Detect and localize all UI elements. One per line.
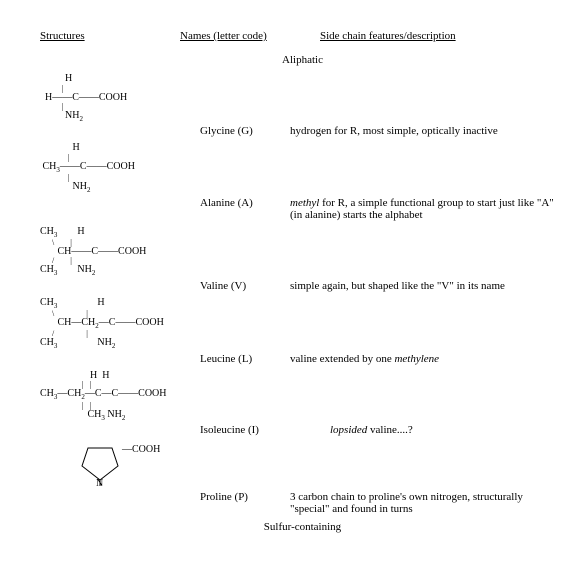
header-names: Names (letter code): [180, 30, 320, 42]
structure-isoleucine: H H | | CH3—CH2—C—C——COOH | | CH3 NH2: [40, 371, 565, 422]
desc-leucine-em: methylene: [394, 353, 439, 365]
column-headers: Structures Names (letter code) Side chai…: [40, 30, 565, 42]
name-leucine: Leucine (L): [200, 353, 290, 365]
desc-leucine-pre: valine extended by one: [290, 353, 394, 365]
name-proline: Proline (P): [200, 491, 290, 515]
entry-leucine: CH3 H \ | CH—CH2—C——COOH / | CH3 NH2 Leu…: [40, 298, 565, 365]
structure-glycine: H | H——C——COOH | NH2: [40, 74, 565, 123]
structure-proline: —COOH N H: [40, 442, 565, 490]
structure-leucine: CH3 H \ | CH—CH2—C——COOH / | CH3 NH2: [40, 298, 565, 351]
structure-alanine: H | CH3——C——COOH | NH2: [40, 143, 565, 194]
entry-proline: —COOH N H Proline (P) 3 carbon chain to …: [40, 442, 565, 516]
desc-alanine: methyl for R, a simple functional group …: [290, 197, 565, 221]
name-alanine: Alanine (A): [200, 197, 290, 221]
page: Structures Names (letter code) Side chai…: [0, 0, 585, 561]
desc-glycine: hydrogen for R, most simple, optically i…: [290, 125, 565, 137]
desc-leucine: valine extended by one methylene: [290, 353, 565, 365]
structure-valine: CH3 H \ | CH——C——COOH / | CH3 NH2: [40, 227, 565, 278]
entry-alanine: H | CH3——C——COOH | NH2 Alanine (A) methy…: [40, 143, 565, 220]
section-aliphatic: Aliphatic: [40, 54, 565, 66]
entry-valine: CH3 H \ | CH——C——COOH / | CH3 NH2 Valine…: [40, 227, 565, 292]
entry-isoleucine: H H | | CH3—CH2—C—C——COOH | | CH3 NH2 Is…: [40, 371, 565, 436]
desc-isoleucine-em: lopsided: [330, 424, 367, 436]
desc-valine: simple again, but shaped like the "V" in…: [290, 280, 565, 292]
header-structures: Structures: [40, 30, 180, 42]
desc-proline: 3 carbon chain to proline's own nitrogen…: [290, 491, 565, 515]
svg-text:—COOH: —COOH: [121, 444, 160, 455]
desc-alanine-em: methyl: [290, 197, 319, 209]
desc-alanine-post: for R, a simple functional group to star…: [290, 197, 554, 221]
name-valine: Valine (V): [200, 280, 290, 292]
name-glycine: Glycine (G): [200, 125, 290, 137]
section-sulfur: Sulfur-containing: [40, 521, 565, 533]
proline-ring-icon: —COOH N H: [70, 442, 160, 486]
desc-isoleucine-post: valine....?: [367, 424, 413, 436]
entry-glycine: H | H——C——COOH | NH2 Glycine (G) hydroge…: [40, 74, 565, 137]
desc-isoleucine: lopsided valine....?: [290, 424, 565, 436]
name-isoleucine: Isoleucine (I): [200, 424, 290, 436]
header-features: Side chain features/description: [320, 30, 565, 42]
